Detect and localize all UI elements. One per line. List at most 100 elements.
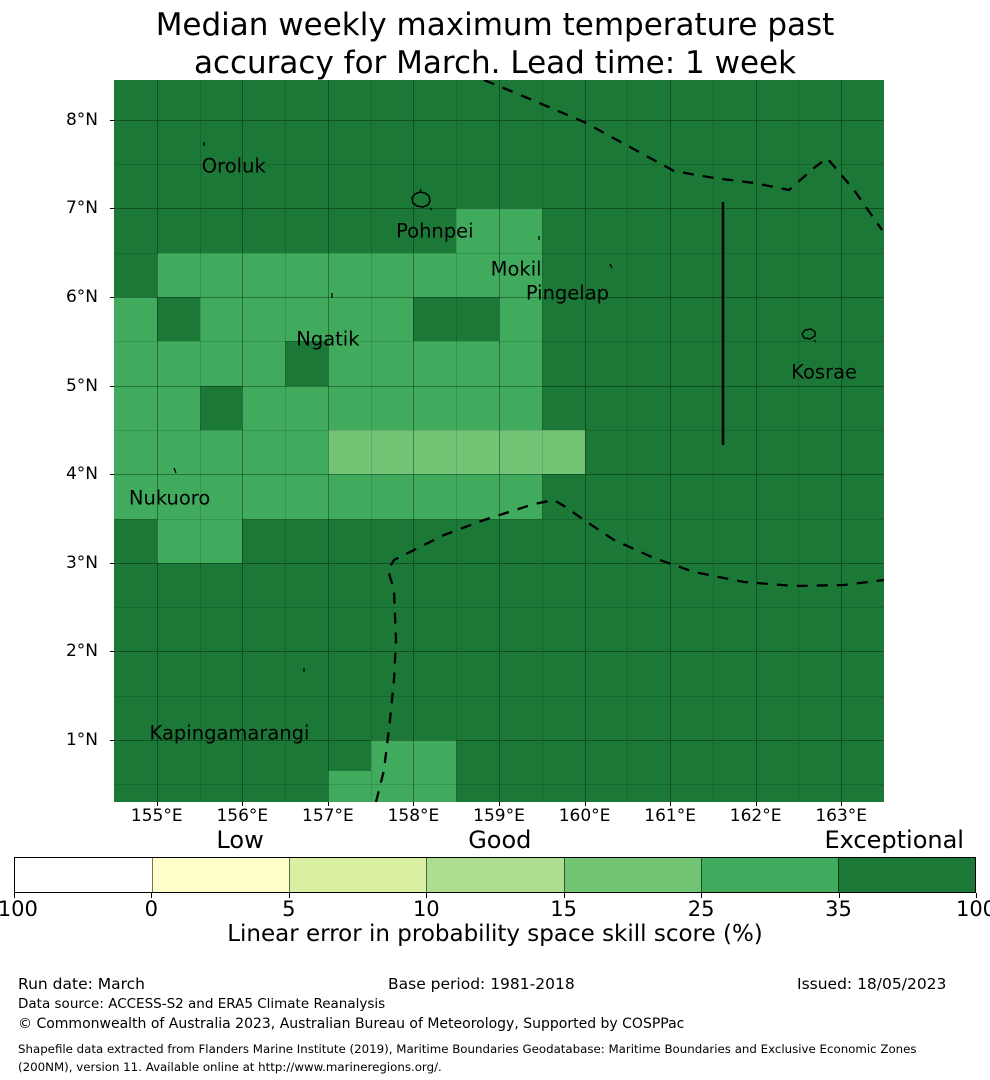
x-tick-mark (413, 802, 415, 806)
data-source-text: Data source: ACCESS-S2 and ERA5 Climate … (18, 996, 386, 1012)
colorbar-category-labels: Low Good Exceptional (0, 826, 990, 854)
colorbar-category-exceptional: Exceptional (824, 826, 964, 854)
heatmap-cell (114, 474, 542, 519)
shapefile-credit-line-1: Shapefile data extracted from Flanders M… (18, 1042, 917, 1056)
heatmap-cell (114, 518, 157, 563)
heatmap-cell (156, 252, 542, 298)
y-tick-label: 7°N (65, 198, 98, 219)
x-tick-mark (841, 802, 843, 806)
y-tick-label: 3°N (65, 552, 98, 573)
shapefile-credit-line-2: (200NM), version 11. Available online at… (18, 1060, 442, 1074)
colorbar-category-low: Low (216, 826, 264, 854)
y-tick-label: 8°N (65, 109, 98, 130)
y-tick-label: 1°N (65, 729, 98, 750)
footer-row-1: Run date: March Base period: 1981-2018 I… (0, 975, 990, 996)
x-tick-label: 155°E (130, 806, 183, 826)
colorbar-tick-mark (288, 893, 290, 898)
heatmap-cell (114, 341, 286, 386)
heatmap-cell (456, 208, 542, 253)
heatmap-cell (499, 297, 542, 342)
y-tick-mark (110, 651, 114, 653)
y-tick-mark (110, 474, 114, 476)
colorbar-tick-mark (14, 893, 15, 898)
heatmap-cell (541, 252, 884, 298)
issued-date-text: Issued: 18/05/2023 (797, 975, 947, 993)
colorbar-segment (15, 858, 153, 892)
x-tick-label: 156°E (216, 806, 269, 826)
y-tick-label: 4°N (65, 464, 98, 485)
x-tick-label: 163°E (815, 806, 868, 826)
colorbar-tick-mark (563, 893, 565, 898)
colorbar-segment (152, 858, 290, 892)
heatmap-cell (413, 297, 499, 342)
colorbar-segment (837, 858, 975, 892)
heatmap-cell (156, 80, 414, 253)
x-tick-mark (670, 802, 672, 806)
colorbar-tick-label: 0 (144, 897, 159, 921)
heatmap-cell (327, 770, 371, 802)
heatmap-cell (285, 341, 328, 386)
heatmap-cell (114, 385, 200, 430)
colorbar-tick-label: 15 (550, 897, 578, 921)
colorbar-tick-mark (426, 893, 428, 898)
y-tick-label: 5°N (65, 375, 98, 396)
x-tick-mark (327, 802, 329, 806)
heatmap-cell (327, 429, 585, 475)
footer-row-5: (200NM), version 11. Available online at… (0, 1060, 990, 1078)
heatmap-cell (242, 385, 542, 430)
x-tick-mark (755, 802, 757, 806)
colorbar-segment (700, 858, 838, 892)
colorbar-tick-mark (976, 893, 977, 898)
x-tick-mark (584, 802, 586, 806)
y-tick-mark (110, 562, 114, 564)
heatmap-cell (114, 562, 243, 802)
y-tick-mark (110, 385, 114, 387)
heatmap-cell (541, 474, 884, 519)
x-tick-label: 161°E (644, 806, 696, 826)
y-tick-mark (110, 297, 114, 299)
heatmap-cell (413, 80, 884, 209)
heatmap-cell (541, 208, 884, 253)
colorbar-segment (563, 858, 701, 892)
run-date-text: Run date: March (18, 975, 145, 993)
colorbar-tick-label: 5 (282, 897, 296, 921)
colorbar-axis-title: Linear error in probability space skill … (227, 921, 763, 947)
heatmap-cell (156, 297, 200, 342)
heatmap-cell (327, 341, 542, 386)
heatmap-cell (541, 297, 884, 430)
colorbar-segment (426, 858, 564, 892)
heatmap-plot-area: Oroluk Pohnpei Mokil Pingelap Ngatik Kosrae Nu… (114, 80, 884, 802)
heatmap-cell (242, 518, 884, 802)
base-period-text: Base period: 1981-2018 (388, 975, 575, 993)
colorbar-tick-labels: -100 0 5 10 15 25 35 100 (0, 893, 990, 921)
colorbar-tick-mark (838, 893, 840, 898)
x-tick-label: 158°E (387, 806, 440, 826)
colorbar-tick-label: 10 (412, 897, 440, 921)
x-tick-label: 160°E (558, 806, 611, 826)
heatmap-cell (541, 429, 585, 475)
heatmap-cell (370, 739, 457, 802)
chart-title-line-1: Median weekly maximum temperature past (155, 7, 835, 43)
footer-row-2: Data source: ACCESS-S2 and ERA5 Climate … (0, 996, 990, 1016)
y-tick-mark (110, 208, 114, 210)
y-tick-mark (110, 739, 114, 741)
chart-title-line-2: accuracy for March. Lead time: 1 week (193, 45, 797, 81)
colorbar-tick-label: 25 (687, 897, 715, 921)
x-tick-label: 159°E (473, 806, 525, 826)
chart-title: Median weekly maximum temperature past a… (0, 6, 990, 82)
heatmap-cell (413, 208, 457, 253)
copyright-text: © Commonwealth of Australia 2023, Austra… (18, 1016, 685, 1032)
colorbar-tick-label: 35 (825, 897, 852, 921)
heatmap-cell (199, 385, 243, 430)
x-tick-label: 162°E (729, 806, 782, 826)
heatmap-cell (114, 429, 328, 475)
colorbar-category-good: Good (468, 826, 532, 854)
y-tick-label: 6°N (65, 287, 98, 308)
heatmap-cell (199, 297, 414, 342)
heatmap-cell (584, 429, 884, 475)
heatmap-cell (114, 297, 157, 342)
colorbar-tick-label: 100 (955, 897, 990, 921)
footer: Run date: March Base period: 1981-2018 I… (0, 975, 990, 1078)
footer-row-3: © Commonwealth of Australia 2023, Austra… (0, 1016, 990, 1042)
colorbar (14, 857, 976, 893)
